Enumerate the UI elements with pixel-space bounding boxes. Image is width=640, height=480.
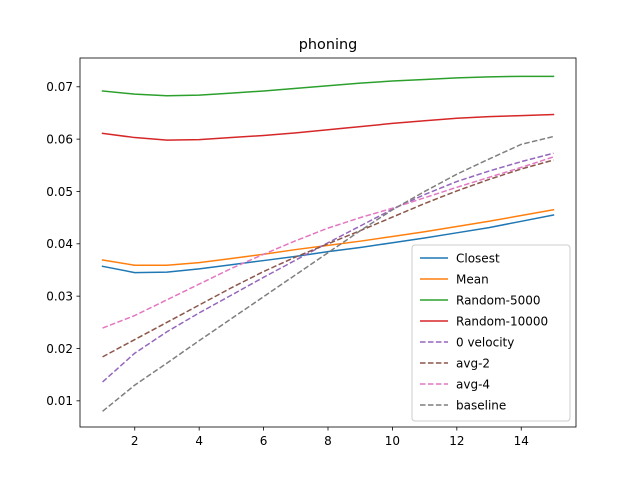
legend-label-random-10000: Random-10000 (456, 314, 548, 328)
legend: Closest Mean Random-5000 Random-10000 0 velo… (411, 244, 571, 422)
x-tick-label: 4 (195, 434, 203, 448)
x-tick-label: 6 (260, 434, 268, 448)
series-lines (101, 75, 555, 412)
y-tick-label: 0.01 (46, 394, 73, 408)
legend-label-avg-2: avg-2 (456, 356, 490, 370)
y-tick-label: 0.05 (46, 185, 73, 199)
axes: 2 4 6 8 10 12 14 0.01 0.02 0.03 0.04 0.05 0.06 0.07 (46, 57, 577, 448)
x-tick-label: 8 (324, 434, 332, 448)
legend-label-baseline: baseline (456, 398, 506, 412)
series-line-mean (101, 208, 555, 267)
y-tick-label: 0.07 (46, 80, 73, 94)
chart-title: phoning (299, 37, 357, 53)
x-tick-label: 12 (449, 434, 464, 448)
series-line-0-velocity (102, 152, 554, 383)
y-tick-label: 0.04 (46, 237, 73, 251)
y-tick-label: 0.06 (46, 132, 73, 146)
x-tick-label: 14 (514, 434, 529, 448)
x-tick-label: 10 (385, 434, 400, 448)
legend-label-mean: Mean (456, 272, 489, 286)
series-line-random-10000 (101, 113, 555, 141)
legend-label-random-5000: Random-5000 (456, 293, 541, 307)
legend-label-avg-4: avg-4 (456, 377, 490, 391)
y-tick-label: 0.03 (46, 289, 73, 303)
series-line-avg-4 (102, 156, 554, 329)
legend-label-closest: Closest (456, 251, 500, 265)
y-tick-label: 0.02 (46, 342, 73, 356)
x-tick-label: 2 (131, 434, 139, 448)
legend-box (411, 244, 571, 422)
series-line-baseline (102, 135, 554, 412)
series-line-avg-2 (102, 159, 554, 358)
series-line-random-5000 (101, 75, 555, 97)
series-line-closest (101, 214, 555, 274)
legend-label-0-velocity: 0 velocity (456, 335, 514, 349)
